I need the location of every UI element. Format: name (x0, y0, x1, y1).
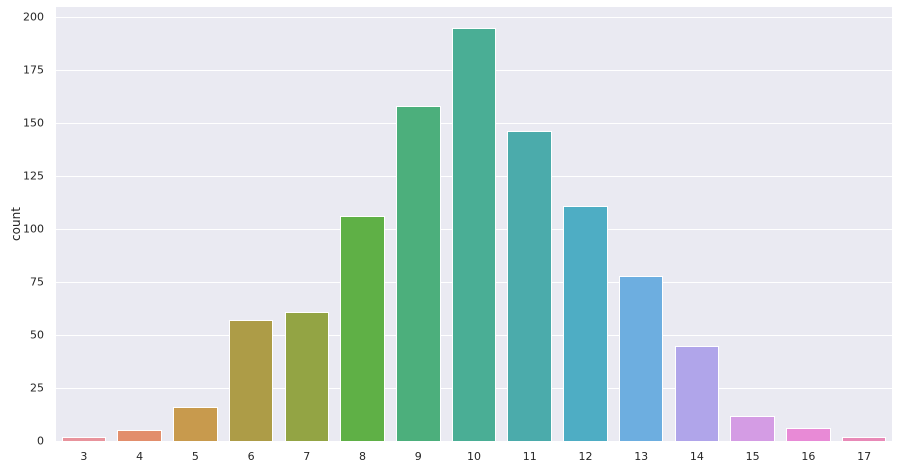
x-tick-label: 10 (467, 450, 481, 463)
x-tick-label: 15 (745, 450, 760, 463)
gridline (56, 16, 892, 18)
x-tick-label: 8 (359, 450, 367, 463)
x-tick-label: 5 (191, 450, 199, 463)
y-tick-label: 200 (23, 10, 44, 24)
x-tick-label: 6 (247, 450, 255, 463)
bar-4 (117, 430, 162, 441)
plot-area (56, 7, 892, 442)
y-tick-label: 25 (30, 381, 44, 395)
x-tick-label: 16 (801, 450, 816, 463)
bar-7 (284, 311, 330, 441)
bar-13 (618, 275, 664, 441)
bar-5 (173, 407, 218, 441)
x-tick-label: 7 (303, 450, 311, 463)
y-tick-label: 125 (23, 169, 44, 183)
bar-9 (395, 106, 441, 441)
bar-12 (563, 205, 608, 441)
x-tick-label: 17 (857, 450, 872, 463)
y-tick-label: 0 (37, 434, 44, 448)
bar-17 (841, 436, 887, 441)
x-tick-label: 3 (80, 450, 88, 463)
bar-16 (786, 428, 831, 441)
bar-15 (730, 415, 775, 441)
bar-14 (674, 345, 720, 441)
bar-10 (451, 27, 497, 441)
bar-3 (61, 436, 107, 441)
x-tick-label: 12 (578, 450, 593, 463)
y-tick-label: 75 (30, 275, 44, 289)
y-axis-label: count (9, 207, 23, 241)
y-tick-label: 50 (30, 328, 44, 342)
y-tick-label: 175 (23, 63, 44, 77)
x-tick-label: 14 (689, 450, 704, 463)
bar-11 (507, 131, 553, 441)
x-tick-label: 11 (522, 450, 537, 463)
x-tick-label: 9 (414, 450, 422, 463)
y-tick-label: 150 (23, 116, 44, 130)
x-tick-label: 4 (136, 450, 144, 463)
bar-6 (228, 320, 274, 441)
bar-8 (340, 216, 385, 441)
y-tick-label: 100 (23, 222, 44, 236)
gridline (56, 440, 892, 442)
x-tick-label: 13 (634, 450, 649, 463)
